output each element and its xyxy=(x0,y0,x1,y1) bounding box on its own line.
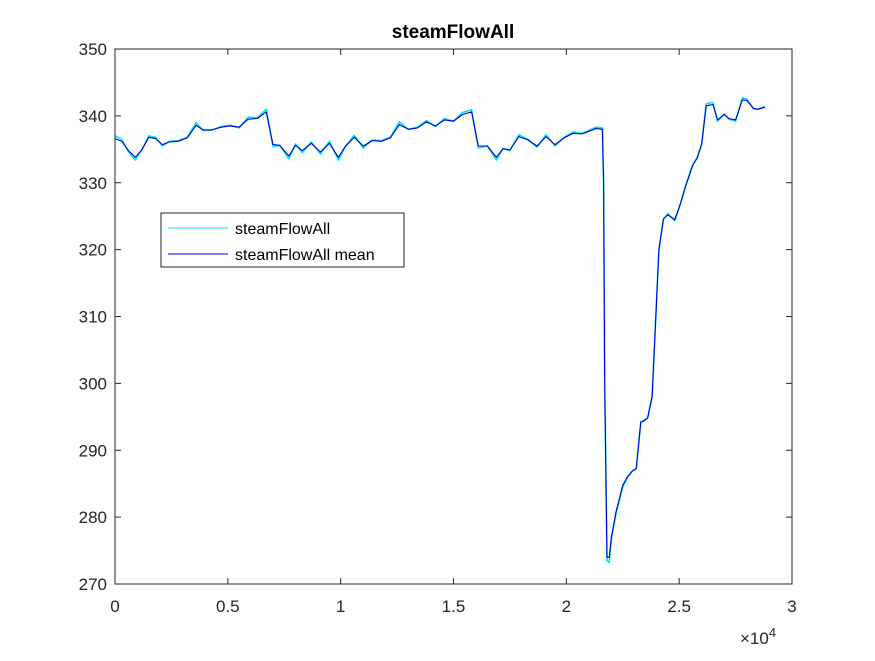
x-tick-label: 2 xyxy=(562,597,571,616)
x-tick-label: 0 xyxy=(110,597,119,616)
x-tick-label: 2.5 xyxy=(667,597,691,616)
x-axis-exponent-base: ×10 xyxy=(740,629,769,648)
x-tick-label: 0.5 xyxy=(216,597,240,616)
legend-label-steamflowall-mean: steamFlowAll mean xyxy=(235,247,375,264)
x-axis-exponent: ×104 xyxy=(740,625,776,648)
x-tick-label: 3 xyxy=(787,597,796,616)
y-tick-label: 330 xyxy=(79,174,107,193)
y-tick-label: 340 xyxy=(79,107,107,126)
chart-title: steamFlowAll xyxy=(392,22,514,43)
y-tick-label: 290 xyxy=(79,441,107,460)
y-tick-label: 280 xyxy=(79,508,107,527)
legend-label-steamflowall: steamFlowAll xyxy=(235,221,330,238)
legend-box xyxy=(160,212,405,268)
x-axis-exponent-power: 4 xyxy=(769,625,776,640)
x-tick-label: 1.5 xyxy=(442,597,466,616)
y-tick-label: 320 xyxy=(79,241,107,260)
y-axis: 270 280 290 300 310 320 330 340 350 xyxy=(79,40,792,594)
legend: steamFlowAll steamFlowAll mean xyxy=(160,212,405,268)
y-tick-label: 310 xyxy=(79,308,107,327)
x-tick-label: 1 xyxy=(336,597,345,616)
y-tick-label: 350 xyxy=(79,40,107,59)
plot-area xyxy=(115,49,792,584)
y-tick-label: 270 xyxy=(79,575,107,594)
x-axis: 0 0.5 1 1.5 2 2.5 3 xyxy=(110,49,797,616)
y-tick-label: 300 xyxy=(79,374,107,393)
series-layer xyxy=(114,97,766,564)
series-line-steamflowall-mean xyxy=(114,99,766,558)
